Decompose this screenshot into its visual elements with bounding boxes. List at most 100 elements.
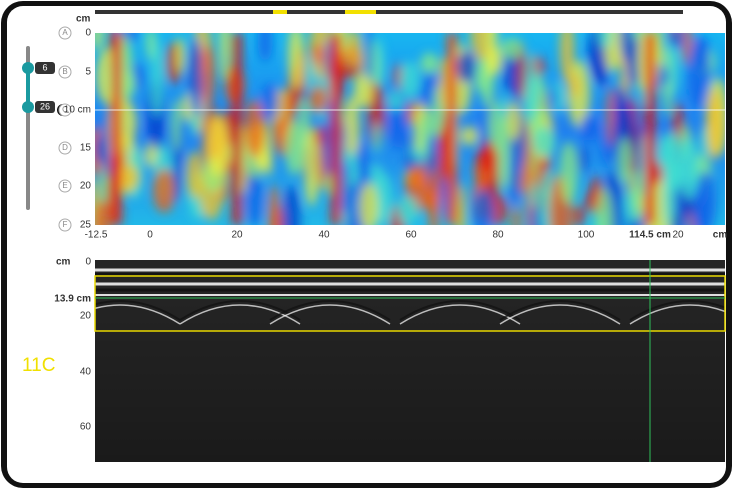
depth-label: 0	[85, 28, 91, 39]
heat-blob	[282, 186, 301, 225]
x-label: cm	[713, 230, 728, 241]
heat-blob	[399, 61, 420, 99]
x-label: 20	[672, 230, 684, 241]
heat-blob	[268, 185, 281, 225]
heat-blob	[507, 141, 522, 208]
heat-blob	[245, 177, 264, 225]
heat-blob	[457, 183, 466, 225]
heat-blob	[461, 125, 479, 146]
hyperbola	[499, 300, 621, 321]
heat-blob	[669, 33, 686, 50]
heat-blob	[662, 166, 677, 225]
x-label: 0	[147, 230, 153, 241]
heat-blob	[511, 204, 520, 225]
heat-blob	[288, 33, 304, 90]
heat-blob	[187, 37, 203, 117]
heatmap	[95, 33, 725, 225]
heat-blob	[506, 101, 521, 141]
heat-blob	[387, 90, 404, 112]
heat-blob	[471, 189, 494, 225]
heat-stripe	[232, 33, 242, 225]
selection-box	[94, 275, 726, 332]
hyperbola	[269, 304, 391, 325]
heat-blob	[95, 33, 103, 52]
bscan-depth-label: 20	[80, 311, 92, 322]
depth-label: 20	[80, 181, 92, 192]
row-marker	[58, 65, 72, 79]
heat-blob	[678, 137, 700, 200]
x-label: 20	[231, 230, 243, 241]
x-label: 60	[405, 230, 417, 241]
row-marker	[58, 141, 72, 155]
slider-badge	[35, 62, 55, 74]
bscan	[95, 260, 725, 462]
heat-stripe	[447, 33, 457, 225]
heat-blob	[533, 126, 556, 158]
x-label: 80	[492, 230, 504, 241]
scan-bar	[95, 10, 683, 14]
row-marker	[58, 26, 72, 40]
slider-knob[interactable]	[22, 62, 34, 74]
depth-label: 10 cm	[64, 105, 91, 116]
unit-label: cm	[76, 14, 91, 25]
heat-blob	[657, 133, 676, 175]
hyperbola	[399, 300, 521, 321]
heat-stripe	[645, 33, 655, 225]
heat-blob	[370, 163, 383, 189]
heat-blob	[353, 74, 373, 109]
heat-blob	[470, 33, 491, 61]
bscan-depth-label: 0	[85, 257, 91, 268]
scan-marker	[273, 10, 287, 14]
heat-blob	[396, 195, 419, 225]
hyperbola	[179, 300, 301, 321]
x-label: 100	[578, 230, 595, 241]
heat-stripe	[331, 33, 341, 225]
row-marker	[58, 218, 72, 232]
hyperbola	[269, 300, 391, 321]
heat-blob	[309, 85, 328, 113]
heat-blob	[285, 91, 294, 125]
heat-blob	[475, 146, 499, 172]
heat-blob	[579, 113, 599, 142]
heat-blob	[303, 127, 320, 207]
heat-blob	[420, 52, 439, 74]
heat-blob	[559, 33, 575, 83]
heat-blob	[175, 37, 185, 74]
hyperbola	[95, 304, 181, 325]
heatmap-blobs	[95, 33, 725, 225]
heat-blob	[548, 87, 557, 110]
row-marker	[58, 179, 72, 193]
heat-blob	[618, 137, 632, 184]
heat-blob	[559, 141, 578, 204]
scan-marker	[345, 10, 376, 14]
row-marker	[58, 103, 72, 117]
heat-blob	[244, 99, 265, 158]
heat-blob	[171, 98, 181, 152]
overlay-label: 11C	[22, 355, 55, 376]
heat-blob	[95, 200, 112, 225]
heat-blob	[201, 44, 215, 106]
heat-blob	[523, 51, 538, 124]
heat-blob	[220, 33, 229, 81]
heat-blob	[567, 60, 591, 129]
x-label: -12.5	[85, 230, 108, 241]
heat-blob	[150, 39, 164, 117]
heat-blob	[120, 165, 140, 191]
x-label: 114.5 cm	[629, 230, 671, 241]
slider-value: 6	[42, 62, 47, 72]
heat-blob	[486, 33, 498, 79]
heat-blob	[372, 123, 382, 155]
heat-blob	[305, 53, 315, 92]
heat-blob	[706, 89, 723, 160]
heat-blob	[626, 37, 642, 88]
row-label: D	[62, 143, 68, 152]
heat-blob	[456, 50, 477, 84]
heat-blob	[257, 33, 273, 63]
heat-blob	[573, 204, 585, 225]
heat-blob	[631, 169, 642, 220]
slider-knob[interactable]	[22, 101, 34, 113]
heat-blob	[152, 168, 176, 213]
hyperbola	[95, 300, 181, 321]
bscan-depth-label: 13.9 cm	[54, 294, 91, 305]
heat-blob	[428, 169, 440, 225]
